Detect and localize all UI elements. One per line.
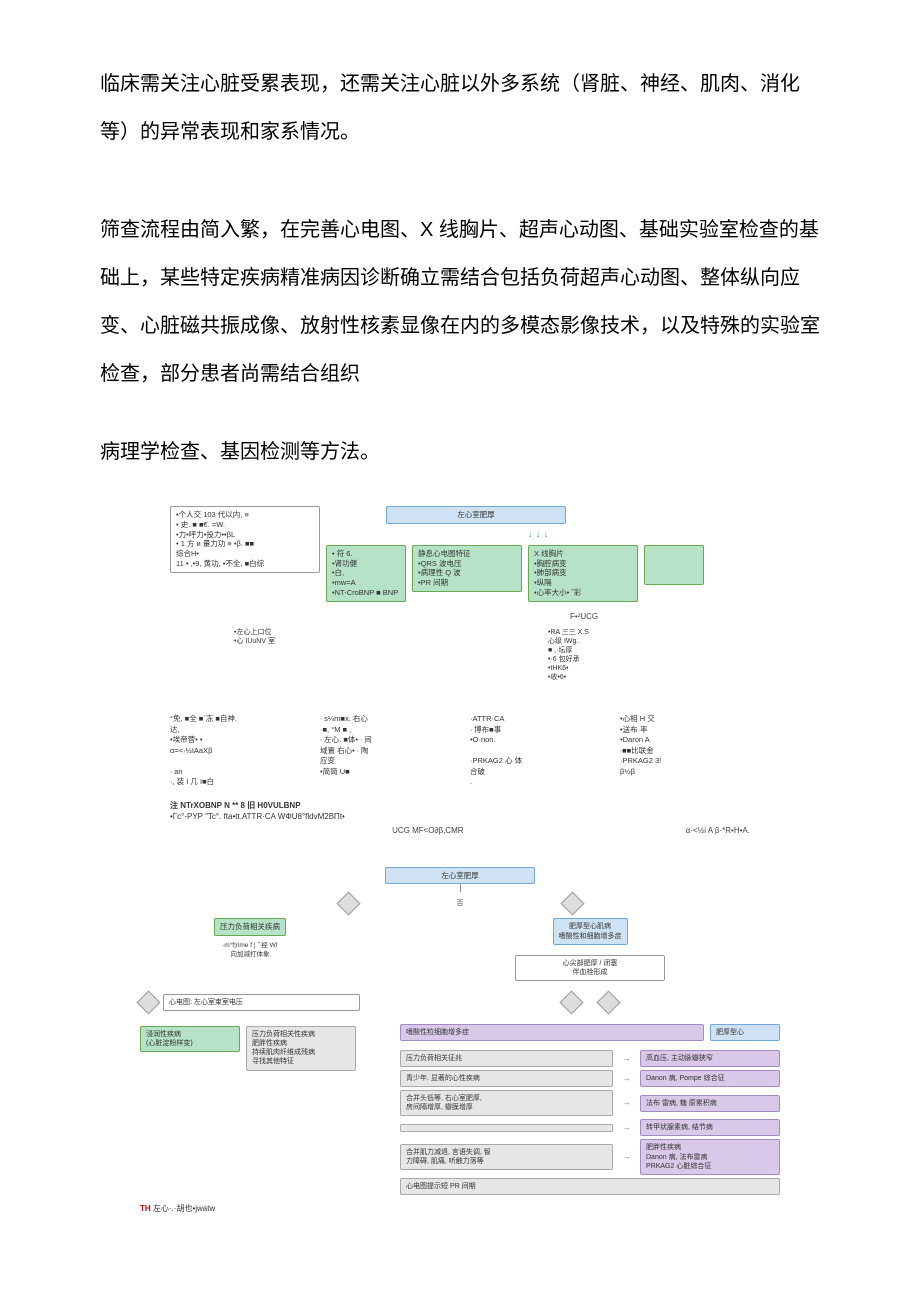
paragraph-3: 病理学检查、基因检测等方法。 (100, 428, 820, 476)
feature-left: 合并头低等, 右心室肥厚, 房间隔增厚, 瓣膜增厚 (400, 1090, 613, 1116)
feature-left: 合并肌力减退, 言语失调, 智 力障碍, 肌痛, 听触力落等 (400, 1144, 613, 1170)
top-title-box: 左心室肥厚 (386, 506, 566, 524)
right-purple-1: 嗜酸性粒细胞增多症 (400, 1024, 704, 1041)
right-question: 心尖部肥厚 / 闭塞 伴血栓形成 (515, 955, 665, 981)
chart2-title: 左心室肥厚 (385, 867, 535, 885)
left-sub-text: ∙m°f¦rime f ¦ ˝ 经 WI 向加减打体象 (222, 942, 277, 959)
echo-left-text: •左心上口位 •心 IUuNV 室 (230, 626, 338, 648)
arrow-right-icon (619, 1073, 634, 1085)
bottom-col-4: •心相 H 交 •送布·率 •Daron A ∙■■比联金 ·PRKAG2 3!… (620, 714, 750, 788)
bottom-col-3: ·ATTR·CA ∙ 博布■事 •O·non. ·PRKAG2 心 体 合破 . (470, 714, 600, 788)
notes-line-1: 注 NTrXOBNP N ** 8 旧 H0VULBNP (170, 801, 301, 810)
echo-right-text: •RA 三三 X.S 心级 IWg. ■ ,·坛厚 •·6 包好承 •tHK6•… (544, 626, 672, 685)
arrow-down-icon: ↓ ↓ ↓ (326, 528, 750, 541)
bottom-col-2: ∙ s¼m■x. 右心 ·■, °M ■ , ∙ 左心. ■体• ∙ 间 域置 … (320, 714, 450, 788)
ecg-box: 静息心电图特征 •QRS 波电压 •病理性 Q 波 •PR 间期 (412, 545, 522, 592)
legend-right: α·<½i A β·*R•H•A. (686, 826, 750, 836)
arrow-right-icon (619, 1122, 634, 1134)
feature-left (400, 1124, 613, 1132)
notes-line-2: •Гc°-PYP "Tc°. fta•tt.ATTR·CA WΦU8°fldvM… (170, 811, 750, 822)
arrow-right-icon (619, 1053, 634, 1065)
split-label: 否 (457, 899, 464, 908)
xray-box: X 线胸片 •胸腔病变 •肺部病变 •纵隔 •心率大小• ˝彩 (528, 545, 638, 602)
feature-right: 高血压, 主动脉瓣狭窄 (640, 1050, 780, 1067)
right-blue-small: 肥厚型心 (710, 1024, 780, 1041)
decision-diamond-3 (559, 990, 583, 1014)
left-green-2: 浸润性疾病 (心脏淀粉样变) (140, 1026, 240, 1052)
feature-rows: 压力负荷相关征兆 高血压, 主动脉瓣狭窄青少年. 显著的心性疾病 Danon 病, … (400, 1047, 780, 1198)
decision-diamond-left (336, 892, 360, 916)
arrow-right-icon (619, 1151, 634, 1163)
feature-right: 法布 雷病, 糖 原累积病 (640, 1095, 780, 1112)
left-gray-box: 压力负荷相关性疾病 肥胖性疾病 持续肌肉纤维成残病 寻找其他特征 (246, 1026, 356, 1070)
left-green-box: 压力负荷相关疾病 (214, 918, 286, 936)
bottom-col-1: °免, ■全 ■´冻 ■自神. 达, •埃帝营• • α=<·½IAaXβ ∙ … (170, 714, 300, 788)
feature-right: 肥胖性疾病 Danon 病, 法布雷病 PRKAG2 心脏综合征 (640, 1139, 780, 1174)
echo-label: F•²UCG (570, 612, 750, 622)
legend-mid: UCG MF<O∂β,CMR (392, 826, 463, 836)
feature-left: 压力负荷相关征兆 (400, 1050, 613, 1067)
symptom-box: • 符 6. •肾功健 •白, •mw=A •NT-CroBNP ■ BNP (326, 545, 406, 602)
arrow-right-icon (619, 1097, 634, 1109)
decision-diamond-right (560, 892, 584, 916)
blank-green-box (644, 545, 704, 585)
paragraph-1: 临床需关注心脏受累表现，还需关注心脏以外多系统（肾脏、神经、肌肉、消化等）的异常… (100, 60, 820, 156)
flowchart-2: 左心室肥厚 否 压力负荷相关疾病 ∙m°f¦rime f ¦ ˝ 经 WI 向加… (140, 867, 780, 1214)
decision-diamond-4 (596, 990, 620, 1014)
ecg-voltage-box: 心电图: 左心室束室电压 (163, 994, 360, 1011)
chart2-caption: TH 左心·.·胡也•jwatw (140, 1204, 780, 1214)
right-top-blue: 肥厚型心肌病 嗜酸性和细胞增多症 (553, 918, 628, 944)
flowchart-1: •个人交 103 代以内, ≡ • 史. ■ ■€. =W. •力•呼力•投力•… (170, 506, 750, 837)
feature-right: Danon 病, Pompe 综合征 (640, 1070, 780, 1087)
paragraph-2: 筛查流程由简入繁，在完善心电图、X 线胸片、超声心动图、基础实验室检查的基础上，… (100, 206, 820, 398)
history-box: •个人交 103 代以内, ≡ • 史. ■ ■€. =W. •力•呼力•投力•… (170, 506, 320, 573)
feature-left: 青少年. 显著的心性疾病 (400, 1070, 613, 1087)
feature-left: 心电图提示短 PR 间期 (400, 1178, 780, 1195)
feature-right: 转甲状腺素病, 结节病 (640, 1119, 780, 1136)
caption-red: TH (140, 1204, 151, 1213)
decision-diamond-2 (136, 991, 160, 1015)
caption-rest: 左心·.·胡也•jwatw (151, 1204, 216, 1213)
